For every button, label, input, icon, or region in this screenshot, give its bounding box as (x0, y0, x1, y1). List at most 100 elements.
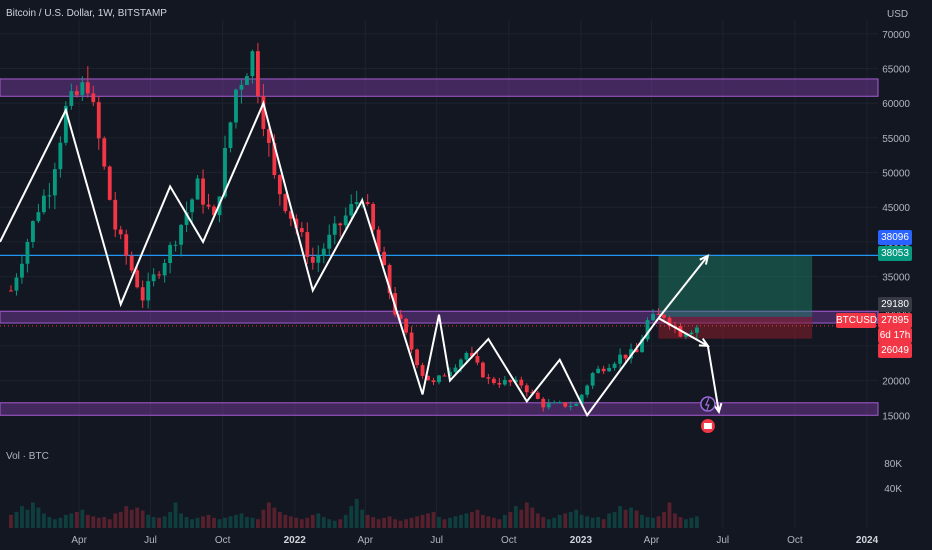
candle-body (294, 218, 299, 229)
volume-bar (332, 520, 337, 528)
lightning-icon (704, 397, 710, 411)
volume-bar (239, 513, 244, 528)
volume-bar (470, 511, 474, 528)
volume-bar (113, 513, 118, 528)
flag-icon-field (703, 423, 712, 429)
volume-bar (371, 517, 376, 528)
candle-body (497, 383, 502, 385)
candle-body (129, 255, 134, 271)
candle-body (201, 178, 205, 205)
volume-bar (157, 517, 162, 528)
volume-bar (107, 519, 112, 528)
candle-body (272, 142, 277, 176)
volume-bar (519, 509, 524, 528)
candle-body (146, 281, 151, 301)
volume-bar (321, 517, 326, 528)
volume-bar (69, 513, 74, 528)
candle-body (31, 221, 35, 243)
candle-body (415, 349, 419, 366)
candle-body (398, 314, 403, 319)
current-price-label: 27895 (878, 313, 912, 328)
candle-body (321, 248, 326, 256)
volume-bar (623, 509, 628, 528)
stop-price-label: 26049 (878, 343, 912, 358)
candle-body (552, 402, 557, 404)
candle-body (305, 232, 310, 257)
candle-body (74, 91, 79, 96)
x-tick-label: Apr (358, 535, 374, 546)
volume-bar (102, 517, 107, 528)
volume-bar (563, 513, 568, 528)
candle-body (20, 263, 24, 278)
candle-body (338, 223, 343, 226)
volume-bar (689, 517, 694, 528)
volume-bar (601, 519, 606, 528)
candle-body (107, 166, 112, 200)
volume-bar (618, 506, 623, 528)
volume-bar (343, 514, 348, 528)
candle-body (41, 195, 46, 213)
volume-bar (146, 514, 151, 528)
volume-bar (453, 516, 458, 528)
candle-body (140, 287, 145, 301)
candle-body (365, 202, 370, 204)
candle-body (607, 367, 612, 372)
volume-bar (283, 514, 288, 528)
volume-bar (640, 514, 644, 528)
candle-body (91, 93, 96, 103)
volume-bar (579, 514, 584, 528)
candle-body (113, 199, 118, 230)
candle-body (645, 320, 650, 340)
candle-body (651, 313, 655, 321)
candle-body (596, 368, 601, 374)
candle-body (524, 385, 529, 393)
candle-body (442, 375, 447, 377)
volume-bar (80, 509, 85, 528)
volume-bar (535, 513, 540, 528)
volume-bar (96, 517, 101, 528)
candle-body (513, 379, 518, 383)
candle-body (58, 142, 63, 170)
volume-bar (387, 516, 392, 528)
candle-body (689, 332, 694, 335)
volume-bar (667, 502, 672, 528)
candle-body (299, 228, 304, 233)
candle-body (618, 354, 623, 364)
candle-body (579, 394, 584, 405)
candle-body (535, 392, 540, 399)
candle-body (212, 206, 216, 216)
candle-body (530, 392, 535, 394)
pattern-line (0, 100, 660, 418)
volume-bar (250, 517, 255, 528)
candle-body (563, 402, 568, 407)
volume-bar (404, 519, 408, 528)
y-tick-label: 55000 (882, 134, 910, 145)
resistance-zone (0, 78, 879, 97)
volume-bar (546, 519, 551, 528)
candle-body (634, 349, 639, 353)
line-price-label: 38053 (878, 246, 912, 261)
volume-tick-label: 80K (884, 459, 902, 470)
volume-bar (568, 511, 573, 528)
candle-body (612, 363, 617, 368)
candle-body (404, 318, 408, 333)
volume-bar (310, 514, 315, 528)
candle-body (673, 325, 677, 327)
candle-body (316, 255, 321, 263)
volume-bar (151, 517, 156, 528)
x-tick-label: Oct (787, 535, 803, 546)
candle-body (52, 169, 57, 196)
y-tick-label: 70000 (882, 30, 910, 41)
projection-arrow (657, 255, 709, 319)
volume-bar (179, 513, 184, 528)
x-tick-label: Oct (215, 535, 231, 546)
candle-body (63, 105, 68, 143)
volume-tick-label: 40K (884, 484, 902, 495)
countdown-label: 6d 17h (878, 328, 912, 343)
candle-body (9, 290, 13, 292)
volume-bar (212, 517, 216, 528)
volume-bar (288, 516, 293, 528)
candle-body (327, 234, 332, 249)
candle-body (376, 229, 381, 252)
